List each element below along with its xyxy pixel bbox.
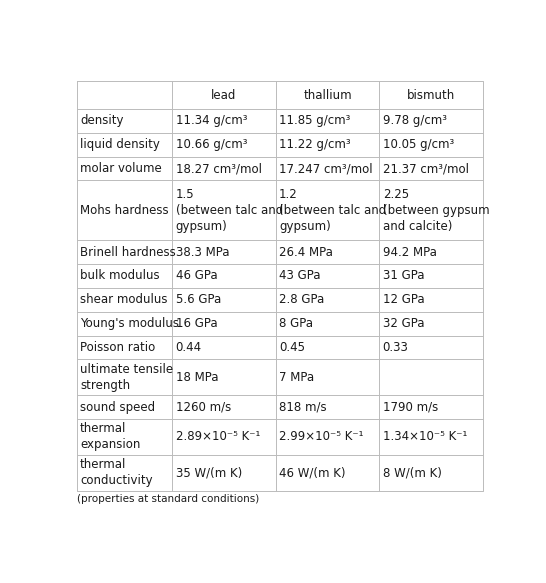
Text: 0.45: 0.45 (279, 341, 305, 354)
Text: thallium: thallium (303, 89, 352, 101)
Text: lead: lead (211, 89, 236, 101)
Text: 2.8 GPa: 2.8 GPa (279, 293, 324, 306)
Text: 43 GPa: 43 GPa (279, 269, 321, 282)
Text: 1.2
(between talc and
gypsum): 1.2 (between talc and gypsum) (279, 188, 387, 233)
Text: molar volume: molar volume (80, 162, 162, 175)
Text: 1.5
(between talc and
gypsum): 1.5 (between talc and gypsum) (176, 188, 283, 233)
Text: density: density (80, 114, 123, 127)
Text: ultimate tensile
strength: ultimate tensile strength (80, 363, 173, 392)
Text: 5.6 GPa: 5.6 GPa (176, 293, 221, 306)
Text: 11.34 g/cm³: 11.34 g/cm³ (176, 114, 247, 127)
Text: 11.22 g/cm³: 11.22 g/cm³ (279, 138, 351, 151)
Text: 7 MPa: 7 MPa (279, 371, 314, 384)
Text: 9.78 g/cm³: 9.78 g/cm³ (383, 114, 447, 127)
Text: 46 W/(m K): 46 W/(m K) (279, 466, 346, 479)
Text: 818 m/s: 818 m/s (279, 401, 327, 413)
Text: thermal
expansion: thermal expansion (80, 423, 140, 451)
Text: 26.4 MPa: 26.4 MPa (279, 245, 333, 258)
Text: 12 GPa: 12 GPa (383, 293, 424, 306)
Text: liquid density: liquid density (80, 138, 160, 151)
Text: 2.89×10⁻⁵ K⁻¹: 2.89×10⁻⁵ K⁻¹ (176, 430, 260, 444)
Text: 8 GPa: 8 GPa (279, 317, 313, 330)
Text: Young's modulus: Young's modulus (80, 317, 179, 330)
Text: 17.247 cm³/mol: 17.247 cm³/mol (279, 162, 373, 175)
Text: 18.27 cm³/mol: 18.27 cm³/mol (176, 162, 262, 175)
Text: 11.85 g/cm³: 11.85 g/cm³ (279, 114, 351, 127)
Text: 94.2 MPa: 94.2 MPa (383, 245, 437, 258)
Text: 35 W/(m K): 35 W/(m K) (176, 466, 242, 479)
Text: 46 GPa: 46 GPa (176, 269, 217, 282)
Text: 0.44: 0.44 (176, 341, 201, 354)
Text: 16 GPa: 16 GPa (176, 317, 217, 330)
Text: Poisson ratio: Poisson ratio (80, 341, 156, 354)
Text: thermal
conductivity: thermal conductivity (80, 458, 153, 487)
Text: sound speed: sound speed (80, 401, 155, 413)
Text: 8 W/(m K): 8 W/(m K) (383, 466, 442, 479)
Text: bismuth: bismuth (407, 89, 455, 101)
Text: 21.37 cm³/mol: 21.37 cm³/mol (383, 162, 468, 175)
Text: 1260 m/s: 1260 m/s (176, 401, 231, 413)
Text: 10.66 g/cm³: 10.66 g/cm³ (176, 138, 247, 151)
Text: Mohs hardness: Mohs hardness (80, 204, 169, 217)
Text: 10.05 g/cm³: 10.05 g/cm³ (383, 138, 454, 151)
Text: 31 GPa: 31 GPa (383, 269, 424, 282)
Text: shear modulus: shear modulus (80, 293, 168, 306)
Text: (properties at standard conditions): (properties at standard conditions) (76, 494, 259, 504)
Text: 1.34×10⁻⁵ K⁻¹: 1.34×10⁻⁵ K⁻¹ (383, 430, 467, 444)
Text: bulk modulus: bulk modulus (80, 269, 160, 282)
Text: 18 MPa: 18 MPa (176, 371, 218, 384)
Text: Brinell hardness: Brinell hardness (80, 245, 176, 258)
Text: 32 GPa: 32 GPa (383, 317, 424, 330)
Text: 1790 m/s: 1790 m/s (383, 401, 438, 413)
Text: 0.33: 0.33 (383, 341, 408, 354)
Text: 2.25
(between gypsum
and calcite): 2.25 (between gypsum and calcite) (383, 188, 489, 233)
Text: 2.99×10⁻⁵ K⁻¹: 2.99×10⁻⁵ K⁻¹ (279, 430, 364, 444)
Text: 38.3 MPa: 38.3 MPa (176, 245, 229, 258)
